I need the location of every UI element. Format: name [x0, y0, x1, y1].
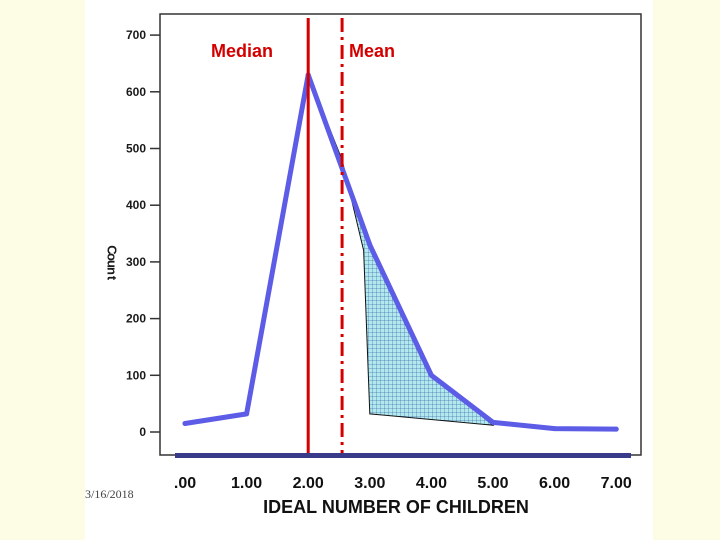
x-tick-label: 3.00: [354, 475, 385, 492]
shaded-area: [307, 74, 495, 426]
data-point: [367, 242, 373, 248]
data-point: [552, 426, 558, 432]
x-tick-label: 2.00: [293, 475, 324, 492]
x-axis: .00 1.00 2.00 3.00 4.00 5.00 6.00 7.00: [174, 475, 632, 492]
data-point: [490, 419, 496, 425]
y-tick-label: 0: [139, 425, 146, 439]
x-tick-label: .00: [174, 475, 196, 492]
count-line: [182, 72, 619, 432]
y-axis-title-letter: C: [105, 245, 120, 255]
y-axis-title-letter: o: [105, 253, 120, 261]
y-tick-label: 200: [126, 312, 146, 326]
data-point: [428, 372, 434, 378]
x-tick-label: 1.00: [231, 475, 262, 492]
y-axis-title-letter: u: [105, 260, 120, 268]
x-axis-title: IDEAL NUMBER OF CHILDREN: [263, 497, 529, 517]
y-axis-title-letter: t: [105, 276, 120, 281]
date-footer: 3/16/2018: [85, 487, 134, 501]
y-tick-label: 500: [126, 142, 146, 156]
data-point: [182, 420, 188, 426]
mean-label: Mean: [349, 41, 395, 61]
x-tick-label: 7.00: [601, 475, 632, 492]
x-tick-label: 6.00: [539, 475, 570, 492]
x-tick-label: 4.00: [416, 475, 447, 492]
data-point: [244, 411, 250, 417]
x-tick-label: 5.00: [477, 475, 508, 492]
y-tick-label: 400: [126, 198, 146, 212]
y-axis: 0 100 200 300 400 500 600 700: [126, 28, 160, 439]
median-label: Median: [211, 41, 273, 61]
y-tick-label: 300: [126, 255, 146, 269]
y-axis-title-letter: n: [105, 267, 120, 275]
y-tick-label: 600: [126, 85, 146, 99]
x-axis-bar: [175, 453, 631, 458]
y-tick-label: 700: [126, 28, 146, 42]
annotation-lines: [306, 18, 344, 455]
y-tick-label: 100: [126, 368, 146, 382]
data-point: [613, 426, 619, 432]
